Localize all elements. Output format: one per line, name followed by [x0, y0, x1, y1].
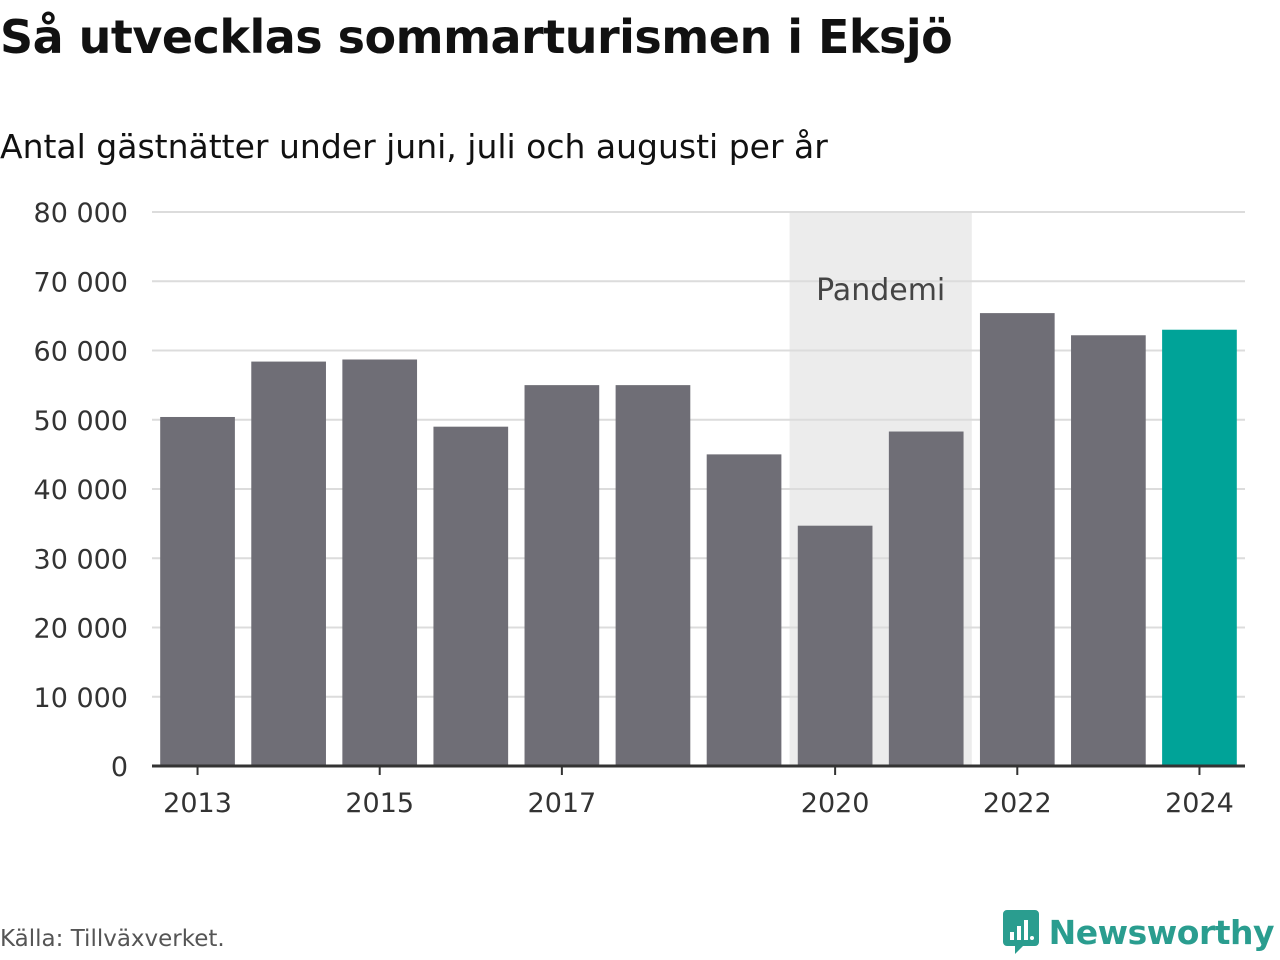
bar-2017 [524, 385, 600, 766]
x-tick-label: 2024 [1165, 788, 1234, 819]
y-tick-label: 10 000 [34, 683, 128, 714]
y-tick-label: 70 000 [34, 267, 128, 298]
y-tick-label: 40 000 [34, 475, 128, 506]
bar-2018 [615, 385, 691, 766]
bar-2013 [160, 416, 235, 766]
y-tick-label: 60 000 [34, 337, 128, 368]
y-tick-label: 20 000 [34, 614, 128, 645]
chart-subtitle: Antal gästnätter under juni, juli och au… [0, 127, 828, 166]
brand-name: Newsworthy [1048, 912, 1275, 952]
bar-2016 [433, 426, 509, 766]
bar-chart: 0 10 000 20 000 30 000 40 000 50 000 60 000 70 … [34, 198, 1245, 819]
bar-2014 [251, 361, 326, 766]
chart-title: Så utvecklas sommarturismen i Eksjö [0, 10, 953, 64]
bar-2022 [979, 313, 1055, 766]
bar-2021 [888, 431, 964, 766]
brand-logo: Newsworthy [1001, 908, 1275, 956]
pandemic-label: Pandemi [816, 273, 945, 308]
y-tick-label: 80 000 [34, 198, 128, 229]
x-tick-label: 2017 [528, 788, 597, 819]
bar-2023 [1071, 335, 1146, 766]
bar-2024 [1162, 329, 1237, 766]
y-tick-label: 0 [111, 752, 128, 783]
source-note: Källa: Tillväxverket. [0, 926, 225, 952]
x-tick-label: 2013 [163, 788, 232, 819]
bar-2020 [797, 525, 873, 766]
chart-speech-bubble-icon [1002, 910, 1039, 954]
x-tick-label: 2022 [983, 788, 1052, 819]
bar-2019 [706, 454, 782, 766]
y-tick-label: 30 000 [34, 544, 128, 575]
x-tick-label: 2015 [345, 788, 414, 819]
bar-2015 [342, 359, 418, 766]
y-tick-label: 50 000 [34, 406, 128, 437]
x-tick-label: 2020 [801, 788, 870, 819]
